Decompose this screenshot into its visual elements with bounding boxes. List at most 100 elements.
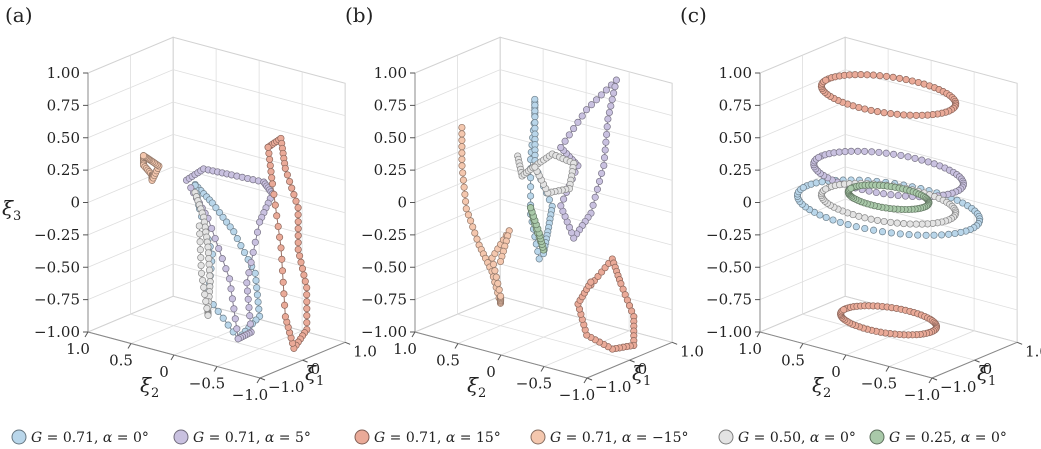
legend-label: G = 0.71, α = −15° [550,430,689,446]
legend-label: G = 0.71, α = 0° [31,430,149,446]
data-point [890,150,898,158]
data-point [294,204,302,212]
x-tick-label: 1.0 [393,340,417,358]
data-point [603,130,611,139]
data-point [245,303,253,312]
data-point [894,191,902,200]
data-point [240,248,249,257]
x-tick-label: 1.0 [66,340,90,358]
data-point [199,276,207,284]
data-point [893,110,901,118]
data-point [887,191,895,199]
data-point [887,218,895,226]
data-point [271,201,279,209]
data-point [211,234,219,243]
data-point [799,184,807,192]
data-point [887,110,895,118]
data-point [911,154,919,162]
data-point [878,228,887,236]
legend-item-s3: G = 0.71, α = 15° [354,429,501,446]
data-point [531,163,539,171]
data-point [844,221,852,229]
data-point [219,314,227,322]
data-point [600,154,609,162]
data-point [197,261,205,270]
data-point [267,168,275,176]
data-point [462,197,470,206]
data-point [139,152,148,160]
data-point [603,123,611,131]
data-point [847,184,855,192]
grid-line [87,231,346,278]
data-point [861,147,869,155]
legend-item-s1: G = 0.71, α = 0° [11,429,149,446]
x-tick-mark [411,331,416,338]
data-point [303,291,311,299]
data-point [574,118,582,126]
legend-marker [718,429,734,445]
data-point [815,153,823,162]
data-point [202,297,210,305]
y-tick-label: 1.0 [1025,342,1041,360]
data-point [901,192,910,200]
data-point [297,258,305,266]
data-point [458,130,466,138]
y-tick-label: 0 [983,360,993,378]
x-tick-mark [497,354,502,361]
data-point [296,252,304,260]
legend-item-s5: G = 0.50, α = 0° [718,429,856,446]
data-point [938,231,946,239]
data-point [227,285,235,293]
z-tick-label: 0.50 [47,129,80,147]
data-point [233,325,241,333]
z-axis-label: ξ3 [2,196,21,224]
data-point [855,212,863,220]
legend-label: G = 0.71, α = 15° [374,430,501,446]
data-point [278,267,287,275]
data-point [298,265,307,273]
data-point [602,86,610,94]
x-axis-label: ξ2 [140,373,159,401]
x-tick-mark [756,331,761,338]
data-point [303,312,311,320]
data-point [868,148,876,156]
data-point [869,71,877,79]
data-point [204,311,212,319]
data-point [918,156,926,164]
series-s5 [191,188,214,319]
data-point [595,177,604,185]
data-point [246,320,254,328]
data-point [222,265,230,273]
data-point [264,143,272,151]
data-point [597,91,605,99]
x-tick-mark [583,377,588,384]
data-point [255,305,263,313]
data-point [281,313,289,321]
data-point [208,224,216,232]
panel-2: 1.000.750.500.250−0.25−0.50−0.75−1.001.0… [345,3,704,404]
grid-line [759,69,1018,117]
z-tick-label: 0.25 [47,161,80,179]
data-point [914,231,922,239]
data-point [873,216,882,224]
z-tick-label: 0.75 [47,96,80,114]
data-point [896,230,904,238]
data-point [531,101,539,109]
panel-3: 1.000.750.500.250−0.25−0.50−0.75−1.001.0… [680,3,1041,404]
x-tick-label: 0.5 [109,352,133,370]
data-point [281,301,289,309]
y-tick-mark [931,377,938,381]
data-point [900,111,908,119]
x-tick-mark [842,354,847,361]
data-point [252,276,260,285]
z-tick-label: 0.25 [374,161,407,179]
data-point [462,205,470,213]
panel-label: (c) [680,3,707,27]
series-s4 [139,152,163,184]
z-tick-label: −0.25 [361,226,407,244]
z-tick-label: 0 [397,194,407,212]
data-point [496,257,505,266]
data-point [880,190,888,198]
z-tick-label: −0.75 [706,291,752,309]
